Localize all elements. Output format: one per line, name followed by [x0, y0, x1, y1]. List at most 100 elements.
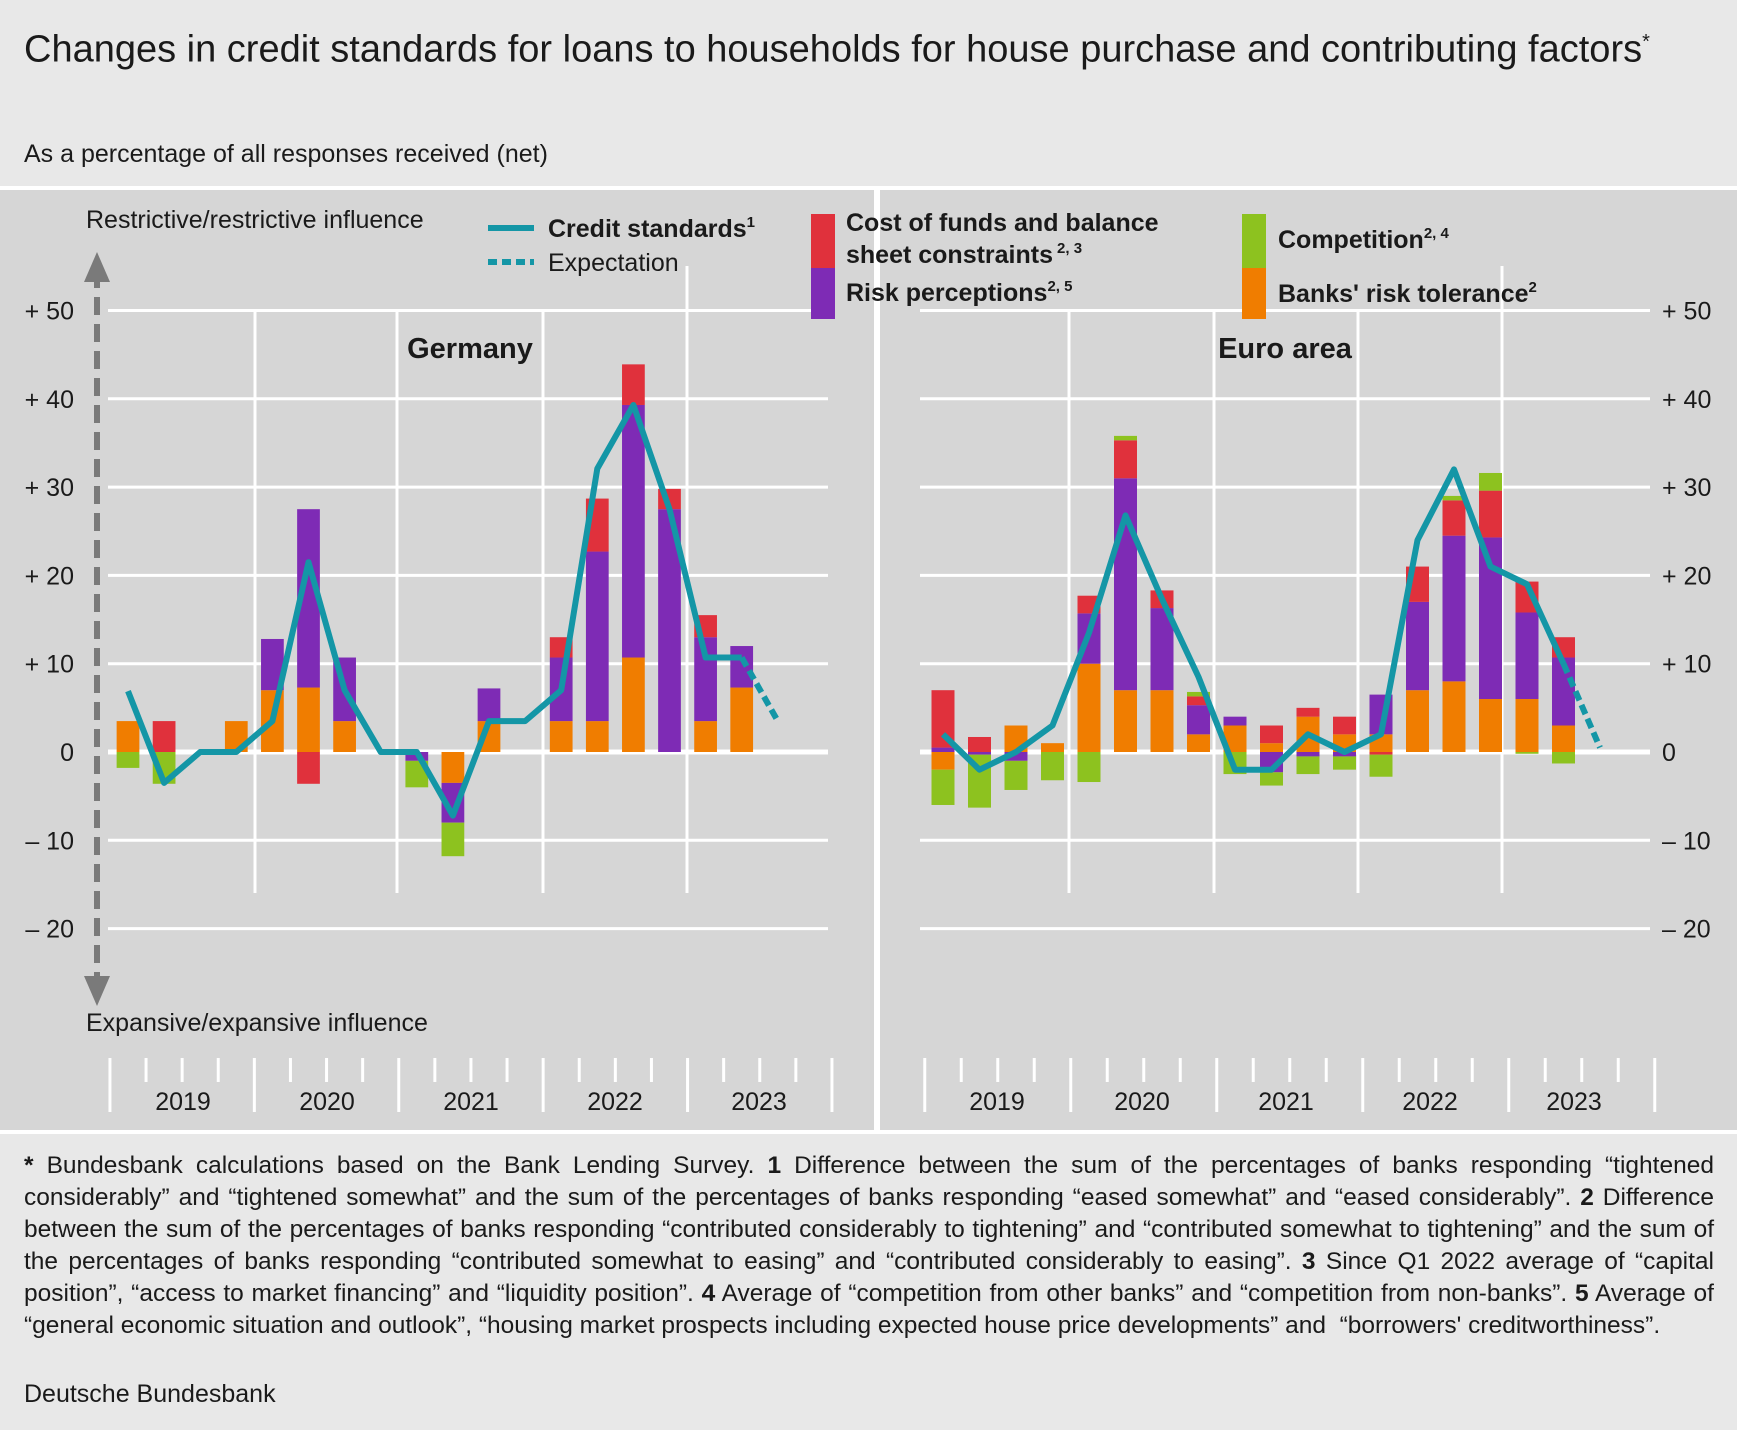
euro-area-bar-cost [1515, 581, 1539, 613]
bars-layer [116, 364, 1575, 857]
legend-credit-standards-sup: 1 [747, 214, 755, 231]
euro-area-bar-tolerance [1442, 681, 1466, 752]
germany-ytick-label: – 10 [25, 827, 74, 855]
legend-credit-standards-label: Credit standards1 [548, 214, 755, 243]
arrow-up-icon [84, 252, 110, 282]
euro-area-bar-cost [968, 736, 991, 752]
germany-ytick-label: + 40 [25, 386, 74, 414]
germany-ytick-label: – 20 [25, 916, 74, 944]
euro-area-bar-risk [1406, 601, 1429, 691]
title-marker: * [1642, 31, 1650, 53]
euro-area-bar-risk [1515, 612, 1539, 700]
germany-bar-competition [441, 822, 465, 857]
chart-svg: Germany + 50 + 40 + 30 + 20 + 10 0 – 10 – 20 2019… [25, 190, 1712, 1130]
euro-area-year-label: 2019 [969, 1088, 1025, 1116]
legend-cost-sup: 2, 3 [1057, 240, 1082, 257]
euro-area-bar-cost [1333, 716, 1356, 735]
germany-bar-cost [622, 364, 645, 405]
legend-competition-text: Competition [1278, 226, 1424, 254]
euro-area-bar-competition [931, 769, 955, 805]
footnote: * Bundesbank calculations based on the B… [24, 1150, 1714, 1342]
euro-area-bar-competition [1077, 752, 1101, 783]
euro-area-bar-tolerance [1223, 725, 1247, 752]
euro-area-bar-risk [931, 747, 955, 752]
euro-area-bar-tolerance [1479, 699, 1502, 752]
germany-credit-standards-line [125, 402, 742, 819]
footnote-n4-text: Average of “competition from other banks… [715, 1280, 1575, 1307]
euro-area-ytick-label: + 30 [1662, 474, 1711, 502]
panel-divider [874, 190, 880, 1130]
germany-ytick-label: + 50 [25, 298, 74, 326]
euro-area-ytick-label: 0 [1662, 739, 1676, 767]
chart-area: Germany + 50 + 40 + 30 + 20 + 10 0 – 10 – 20 2019… [0, 186, 1737, 1134]
germany-expectation-line [739, 656, 781, 723]
legend-tolerance-text: Banks' risk tolerance [1278, 280, 1529, 308]
legend-risk-swatch [811, 268, 835, 319]
euro-area-bar-cost [1369, 752, 1393, 755]
germany-ytick-label: + 10 [25, 651, 74, 679]
germany-bar-tolerance [730, 687, 754, 752]
germany-bar-cost [297, 752, 320, 784]
legend-competition-swatch [1242, 214, 1266, 268]
germany-bar-risk [730, 646, 754, 688]
germany-bar-risk [477, 688, 501, 722]
euro-area-year-label: 2020 [1114, 1088, 1170, 1116]
euro-area-bar-tolerance [1077, 663, 1101, 752]
germany-year-label: 2019 [155, 1088, 211, 1116]
legend-cost-swatch [811, 214, 835, 268]
euro-area-expectation-line [1560, 662, 1603, 749]
germany-ytick-label: + 30 [25, 474, 74, 502]
footnote-star-text: Bundesbank calculations based on the Ban… [33, 1152, 768, 1179]
germany-bar-risk [297, 509, 320, 688]
footnote-n3-text: Since Q1 2022 average of “capital positi… [24, 1248, 1714, 1307]
euro-area-bar-risk [1442, 535, 1466, 682]
legend-credit-standards-text: Credit standards [548, 215, 747, 243]
euro-area-ytick-label: + 40 [1662, 386, 1711, 414]
euro-area-bar-competition [1260, 772, 1283, 786]
legend-cost-label-2: sheet constraints 2, 3 [846, 240, 1082, 269]
euro-area-bar-competition [1114, 435, 1137, 441]
euro-area-bar-competition [1552, 752, 1575, 764]
euro-area-bar-risk [1552, 657, 1575, 726]
euro-area-bar-cost [931, 690, 955, 748]
germany-bar-cost [152, 721, 176, 752]
source-note: Deutsche Bundesbank [24, 1380, 276, 1408]
euro-area-bar-tolerance [1406, 690, 1429, 752]
germany-year-label: 2022 [587, 1088, 643, 1116]
legend-risk-sup: 2, 5 [1047, 278, 1072, 295]
euro-area-bar-cost [1260, 725, 1283, 744]
legend-cost-label-1: Cost of funds and balance [846, 209, 1159, 237]
legend-cost-text: sheet constraints [846, 241, 1053, 269]
title-text: Changes in credit standards for loans to… [24, 28, 1643, 71]
euro-area-bar-competition [1041, 752, 1064, 781]
footnote-star: * [24, 1152, 34, 1179]
footnote-n1: 1 [767, 1152, 782, 1179]
footnote-n4: 4 [701, 1280, 716, 1307]
euro-area-bar-tolerance [1260, 743, 1283, 752]
legend-tolerance-swatch [1242, 268, 1266, 319]
axis-top-label: Restrictive/restrictive influence [86, 206, 424, 234]
legend-risk-text: Risk perceptions [846, 279, 1047, 307]
euro-area-bar-risk [1296, 752, 1320, 757]
euro-area-bar-competition [1369, 754, 1393, 777]
labels-layer: Germany + 50 + 40 + 30 + 20 + 10 0 – 10 – 20 2019… [25, 298, 1712, 1117]
germany-year-label: 2023 [731, 1088, 787, 1116]
euro-area-ytick-label: – 20 [1662, 916, 1711, 944]
subtitle: As a percentage of all responses receive… [24, 140, 548, 168]
germany-year-label: 2021 [443, 1088, 499, 1116]
germany-ytick-label: 0 [60, 739, 74, 767]
arrow-down-icon [84, 976, 110, 1006]
footnote-n2: 2 [1580, 1184, 1594, 1211]
germany-bar-tolerance [441, 752, 465, 783]
germany-bar-risk [585, 551, 609, 722]
axis-bottom-label: Expansive/expansive influence [86, 1009, 428, 1037]
footnote-n5: 5 [1574, 1280, 1589, 1307]
legend: Credit standards1 Expectation Cost of fu… [488, 209, 1537, 319]
euro-area-bar-risk [1004, 752, 1028, 761]
legend-tolerance-sup: 2 [1529, 279, 1537, 296]
euro-area-bar-risk [1479, 537, 1502, 700]
euro-area-bar-tolerance [1515, 699, 1539, 752]
germany-bar-tolerance [549, 721, 573, 752]
euro-area-bar-tolerance [1552, 725, 1575, 752]
euro-area-bar-risk [1223, 716, 1247, 726]
